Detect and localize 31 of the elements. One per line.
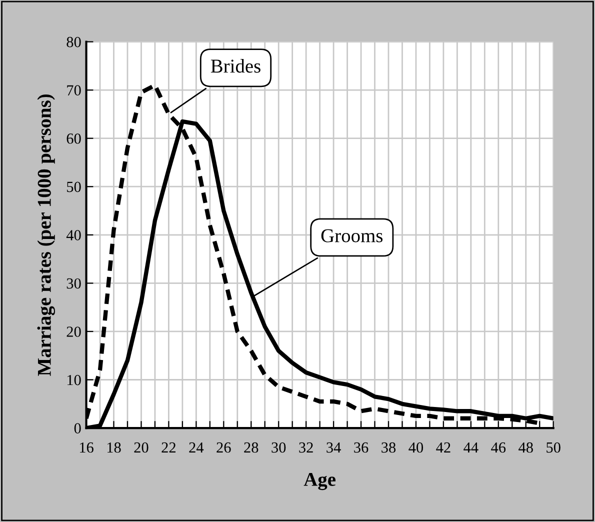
x-tick-label: 16 bbox=[80, 442, 94, 453]
y-tick-label: 20 bbox=[66, 326, 81, 337]
annotation: Grooms bbox=[321, 229, 383, 242]
y-tick-label: 10 bbox=[67, 374, 81, 386]
x-tick-label: 48 bbox=[518, 442, 533, 453]
x-tick-label: 44 bbox=[464, 442, 478, 453]
x-tick-label: 50 bbox=[546, 442, 560, 453]
x-axis-title: Age bbox=[304, 472, 336, 490]
x-tick-label: 22 bbox=[162, 442, 176, 453]
annotation: Brides bbox=[210, 59, 260, 73]
x-tick-label: 30 bbox=[272, 442, 286, 453]
y-axis-title: Marriage rates (per 1000 persons) bbox=[37, 94, 56, 376]
x-tick-label: 38 bbox=[382, 442, 396, 453]
y-tick-label: 0 bbox=[74, 423, 81, 434]
x-tick-label: 34 bbox=[326, 442, 341, 453]
x-tick-label: 18 bbox=[107, 442, 121, 453]
x-tick-label: 20 bbox=[134, 442, 148, 453]
y-tick-label: 80 bbox=[66, 36, 81, 48]
x-tick-label: 32 bbox=[299, 442, 313, 453]
x-tick-label: 28 bbox=[244, 442, 258, 453]
x-tick-label: 24 bbox=[189, 442, 204, 453]
y-tick-label: 30 bbox=[66, 278, 81, 289]
x-tick-label: 46 bbox=[491, 442, 506, 453]
x-tick-label: 26 bbox=[216, 442, 231, 453]
y-tick-label: 50 bbox=[67, 182, 81, 192]
x-tick-label: 42 bbox=[436, 442, 450, 453]
y-tick-label: 40 bbox=[66, 230, 81, 240]
y-tick-label: 70 bbox=[67, 85, 81, 96]
x-tick-label: 40 bbox=[408, 442, 424, 453]
x-tick-label: 36 bbox=[354, 442, 368, 453]
y-tick-label: 60 bbox=[66, 133, 81, 144]
